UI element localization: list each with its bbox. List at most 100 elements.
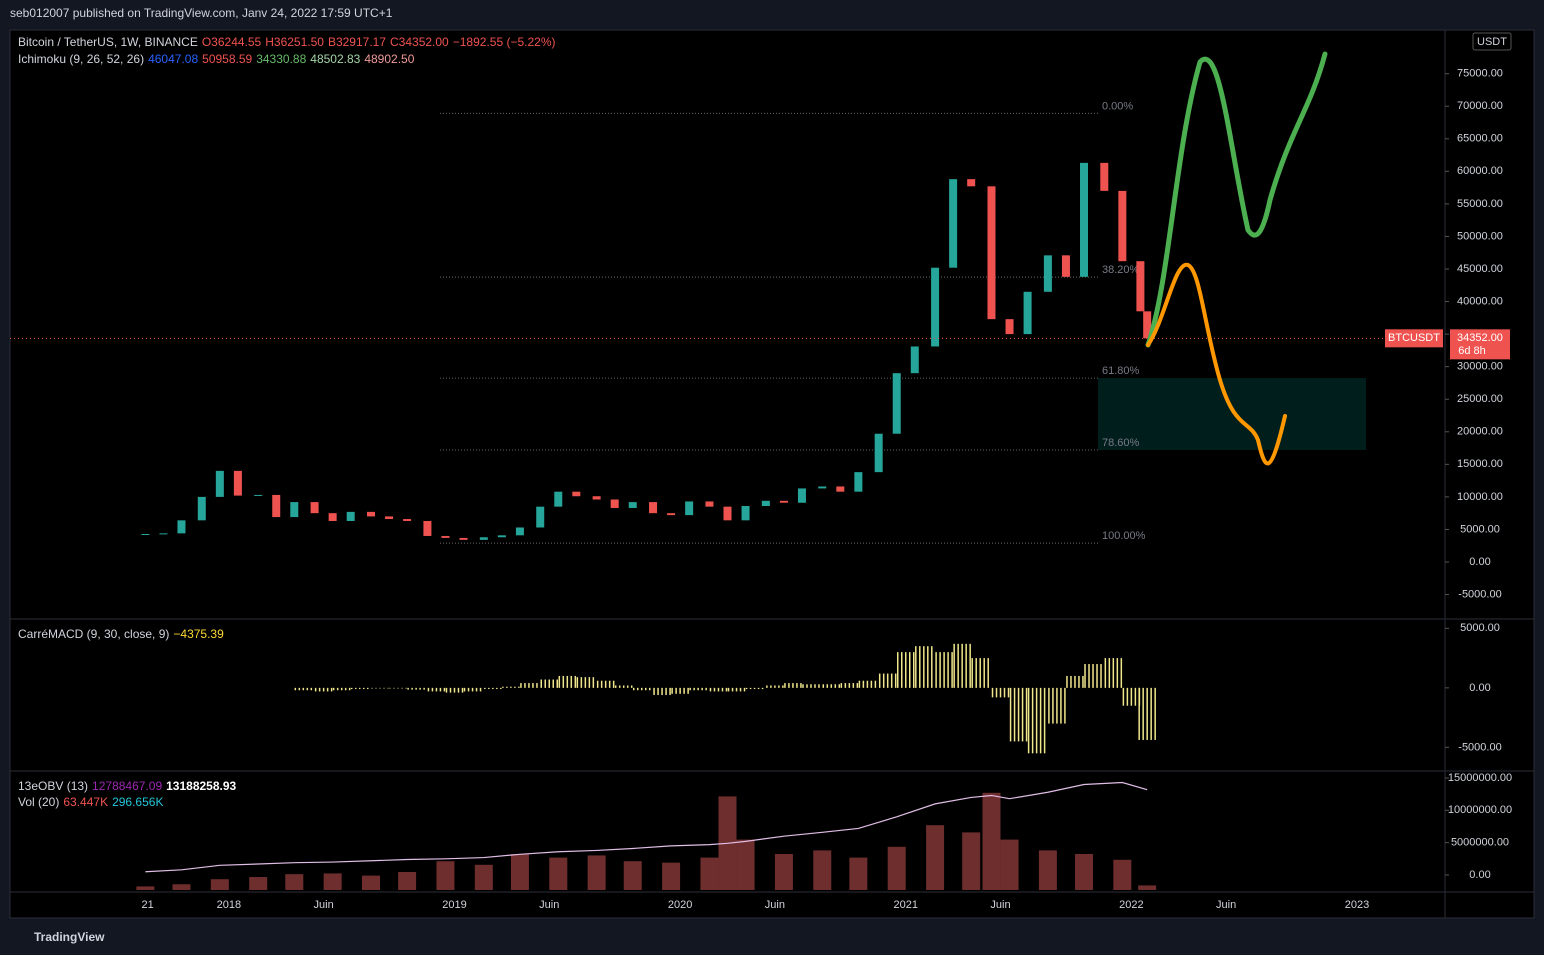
y-tick-label: -5000.00 [1458,741,1501,753]
legend-text: −4375.39 [173,627,224,641]
x-tick-label: 2019 [442,899,466,911]
candle [949,179,958,268]
candle [910,346,919,374]
legend-text: 50958.59 [202,52,253,66]
y-tick-label: 5000000.00 [1451,837,1509,849]
candle [1023,291,1032,335]
y-tick-label: 55000.00 [1457,198,1503,210]
candle [874,433,883,473]
volume-bar [549,857,568,890]
y-tick-label: 15000000.00 [1448,772,1512,784]
candle [779,500,788,503]
volume-bar [587,855,606,890]
obv-line [145,781,1148,873]
y-tick-label: 15000.00 [1457,458,1503,470]
candle [310,502,319,514]
fib-label: 100.00% [1102,530,1146,542]
candle [818,486,827,489]
x-tick-label: 2023 [1345,899,1369,911]
candle [1100,162,1109,191]
legend-text: 296.656K [112,795,164,809]
legend-text: CarréMACD (9, 30, close, 9) [18,627,170,641]
volume-bar [474,864,493,890]
symbol: BTCUSDT [1388,332,1440,344]
volume-bar [1000,839,1019,890]
y-tick-label: 30000.00 [1457,361,1503,373]
legend-text: O36244.55 [201,35,262,49]
candle [649,502,658,514]
candle [1118,190,1127,262]
legend-text: B32917.17 [327,35,387,49]
legend-text: H36251.50 [265,35,324,49]
candle [1005,319,1014,335]
symbol-badge [1385,329,1443,348]
legend-text: 13188258.93 [166,779,237,793]
candle [854,472,863,492]
fib-zone [1098,378,1366,451]
legend-text: 46047.08 [148,52,199,66]
legend: 13eOBV (13) 12788467.09 13188258.93 [18,779,240,793]
y-tick-label: 0.00 [1469,682,1490,694]
candle [592,496,601,500]
candle [1043,255,1052,292]
candle [159,533,168,535]
candle [967,179,976,187]
volume-bar [887,846,906,890]
volume-bar [510,854,529,890]
candle [515,527,524,536]
candle [1143,311,1152,339]
legend-text: 34330.88 [256,52,307,66]
fib-label: 78.60% [1102,437,1140,449]
y-tick-label: 45000.00 [1457,263,1503,275]
footer-logo: TradingView [34,930,105,944]
legend-text: Vol (20) [18,795,60,809]
candle [233,470,242,496]
volume-bar [285,874,304,890]
legend: Vol (20) 63.447K 296.656K [18,795,167,809]
volume-bar [1038,850,1057,890]
volume-bar [736,839,755,890]
candle [141,534,150,536]
candle [667,513,676,516]
volume-bar [323,873,342,890]
plot: -5000.00 0.00 5000.00 10000.00 15000.00 20000… [10,32,1512,911]
currency: USDT [1477,36,1507,48]
y-tick-label: 75000.00 [1457,68,1503,80]
candle [290,502,299,518]
price-label: 34352.00 [1457,332,1503,344]
legend: Bitcoin / TetherUS, 1W, BINANCE O36244.55… [18,35,559,49]
candle [1079,162,1088,277]
chart-area [9,29,1535,919]
price-badge [1450,329,1510,360]
candle [741,506,750,521]
publisher: seb012007 published on TradingView.com, … [10,6,393,20]
volume-bar [249,877,268,890]
legend: CarréMACD (9, 30, close, 9) −4375.39 [18,627,228,641]
candle [1136,261,1145,312]
y-tick-label: 65000.00 [1457,133,1503,145]
candle [554,491,563,507]
projection-down [1146,262,1287,466]
volume-bar [849,857,868,890]
candle [761,500,770,507]
candle [215,470,224,497]
legend-text: Bitcoin / TetherUS, 1W, BINANCE [18,35,198,49]
countdown: 6d 8h [1458,345,1486,357]
candle [328,513,337,521]
volume-bar [813,850,832,890]
volume-bar [926,825,945,890]
legend-text: −1892.55 (−5.22%) [452,35,556,49]
volume-bar [136,886,155,890]
volume-bar [700,857,719,890]
legend: Ichimoku (9, 26, 52, 26) 46047.08 50958.59… [18,52,418,66]
candle [346,511,355,521]
volume-bar [962,832,981,890]
candle [610,499,619,508]
fib-label: 38.20% [1102,264,1140,276]
candle [987,186,996,320]
y-tick-label: 10000.00 [1457,491,1503,503]
legend-text: 48502.83 [310,52,361,66]
candle [441,535,450,538]
